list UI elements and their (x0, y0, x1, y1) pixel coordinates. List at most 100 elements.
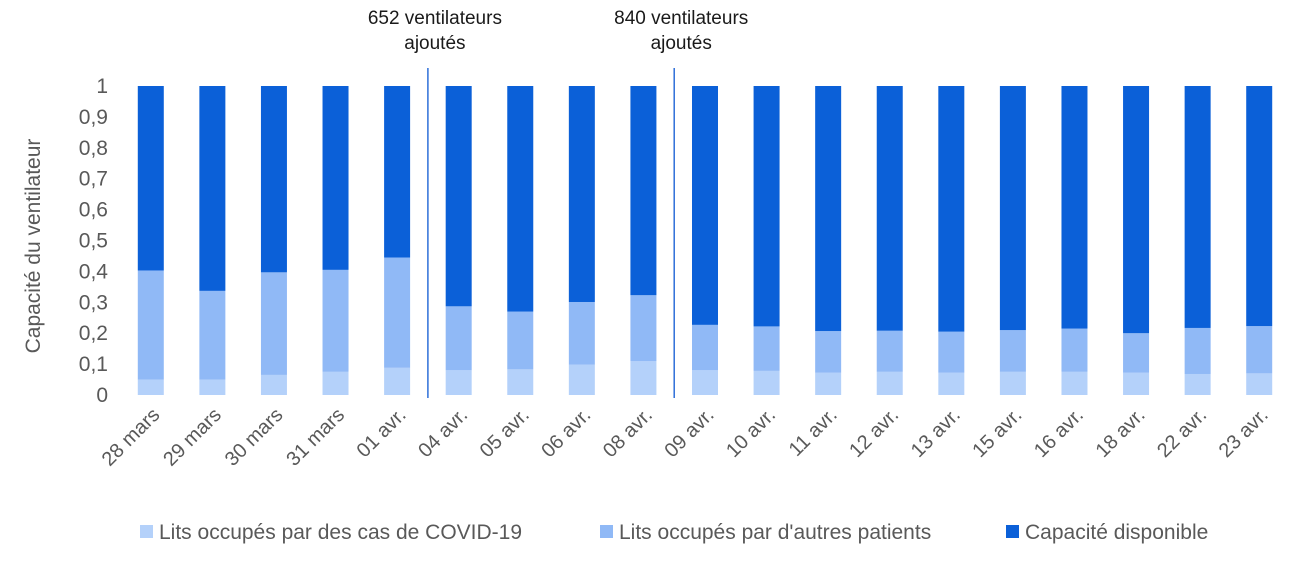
x-tick-label: 10 avr. (722, 404, 780, 462)
x-tick-label: 31 mars (282, 404, 349, 471)
bar-segment-series-1 (322, 371, 349, 395)
bar-segment-series-1 (199, 379, 226, 395)
x-tick-label: 06 avr. (537, 404, 595, 462)
bar-segment-series-1 (1061, 371, 1088, 395)
bar-segment-series-2 (568, 301, 595, 365)
bar-segment-series-3 (1184, 86, 1211, 328)
bar-segment-series-3 (445, 86, 472, 307)
bar-segment-series-3 (753, 86, 780, 327)
bar-segment-series-2 (322, 269, 349, 372)
bar-segment-series-1 (384, 367, 411, 395)
x-tick-label: 08 avr. (599, 404, 657, 462)
x-tick-label: 09 avr. (661, 404, 719, 462)
bar-segment-series-2 (630, 295, 657, 362)
x-tick-label: 12 avr. (845, 404, 903, 462)
annotation-label: ajoutés (651, 33, 712, 54)
bar-segment-series-1 (137, 379, 164, 395)
x-tick-label: 28 mars (98, 404, 165, 471)
bar-segment-series-1 (1123, 372, 1150, 395)
y-tick-label: 0,9 (79, 106, 108, 129)
bar-segment-series-3 (260, 86, 287, 273)
bar-segment-series-3 (815, 86, 842, 332)
bar-segment-series-2 (1123, 333, 1150, 373)
bar-segment-series-2 (1246, 326, 1273, 374)
bar-segment-series-2 (938, 331, 965, 373)
bar-segment-series-2 (1061, 328, 1088, 372)
bar-segment-series-1 (692, 370, 718, 395)
legend: Lits occupés par des cas de COVID-19 Lits… (140, 521, 1208, 544)
y-tick-label: 0,5 (79, 230, 108, 253)
bar-segment-series-2 (692, 324, 718, 371)
bar-segment-series-1 (1246, 373, 1273, 395)
annotation-label: 840 ventilateurs (614, 8, 748, 29)
y-tick-label: 0,4 (79, 260, 109, 283)
y-tick-label: 0,2 (79, 322, 108, 345)
bar-segment-series-1 (753, 370, 780, 395)
x-tick-label: 15 avr. (968, 404, 1026, 462)
y-tick-label: 0,1 (79, 353, 108, 376)
y-tick-label: 0,7 (79, 168, 108, 191)
bar-segment-series-3 (938, 86, 965, 332)
bar-segment-series-2 (260, 272, 287, 375)
annotations: 652 ventilateurs ajoutés 840 ventilateurs a… (368, 8, 748, 398)
x-tick-label: 01 avr. (353, 404, 411, 462)
bar-segment-series-1 (568, 364, 595, 395)
legend-label: Lits occupés par des cas de COVID-19 (159, 521, 522, 544)
bar-segment-series-2 (445, 306, 472, 371)
bar-segment-series-3 (507, 86, 534, 312)
bar-segment-series-3 (876, 86, 903, 331)
y-tick-label: 0,8 (79, 137, 108, 160)
bar-segment-series-2 (1184, 327, 1211, 374)
bar-segment-series-3 (137, 86, 164, 271)
y-axis-title: Capacité du ventilateur (22, 139, 45, 354)
bar-segment-series-1 (630, 361, 657, 395)
x-tick-label: 13 avr. (907, 404, 965, 462)
bar-segment-series-2 (137, 270, 164, 380)
bar-segment-series-3 (199, 86, 226, 291)
bar-segment-series-1 (999, 371, 1026, 395)
y-tick-label: 0 (96, 384, 108, 407)
bar-segment-series-3 (1123, 86, 1150, 334)
x-tick-label: 16 avr. (1030, 404, 1088, 462)
bar-segment-series-1 (938, 372, 965, 395)
y-tick-label: 1 (96, 75, 108, 98)
legend-swatch (140, 525, 153, 538)
bar-segment-series-2 (753, 326, 780, 371)
bar-segment-series-1 (1184, 373, 1211, 395)
bar-segment-series-3 (1246, 86, 1273, 327)
bar-segment-series-2 (815, 331, 842, 373)
bar-segment-series-3 (630, 86, 657, 296)
legend-label: Capacité disponible (1025, 521, 1208, 544)
bar-segment-series-2 (384, 257, 411, 368)
x-tick-label: 04 avr. (414, 404, 472, 462)
bar-segment-series-3 (568, 86, 595, 302)
y-axis: 0 0,1 0,2 0,3 0,4 0,5 0,6 0,7 0,8 0,9 1 (79, 75, 109, 407)
x-tick-label: 22 avr. (1153, 404, 1211, 462)
bar-segment-series-1 (445, 370, 472, 395)
x-tick-label: 23 avr. (1215, 404, 1273, 462)
legend-swatch (1006, 525, 1019, 538)
bar-segment-series-1 (815, 372, 842, 395)
x-tick-label: 11 avr. (785, 404, 842, 461)
bar-segment-series-3 (692, 86, 718, 325)
bar-segment-series-2 (507, 311, 534, 370)
bar-segment-series-3 (322, 86, 349, 270)
x-tick-label: 29 mars (159, 404, 226, 471)
y-tick-label: 0,3 (79, 291, 108, 314)
legend-swatch (600, 525, 613, 538)
x-tick-label: 05 avr. (476, 404, 534, 462)
bar-segment-series-3 (384, 86, 411, 258)
bar-segment-series-2 (876, 330, 903, 372)
legend-label: Lits occupés par d'autres patients (619, 521, 931, 544)
annotation-label: ajoutés (404, 33, 465, 54)
bar-segment-series-2 (199, 290, 226, 380)
bar-segment-series-1 (876, 371, 903, 395)
bar-segment-series-2 (999, 330, 1026, 372)
bar-segment-series-3 (999, 86, 1026, 331)
annotation-label: 652 ventilateurs (368, 8, 502, 29)
x-tick-label: 30 mars (221, 404, 288, 471)
x-tick-label: 18 avr. (1092, 404, 1150, 462)
bar-segment-series-3 (1061, 86, 1088, 329)
